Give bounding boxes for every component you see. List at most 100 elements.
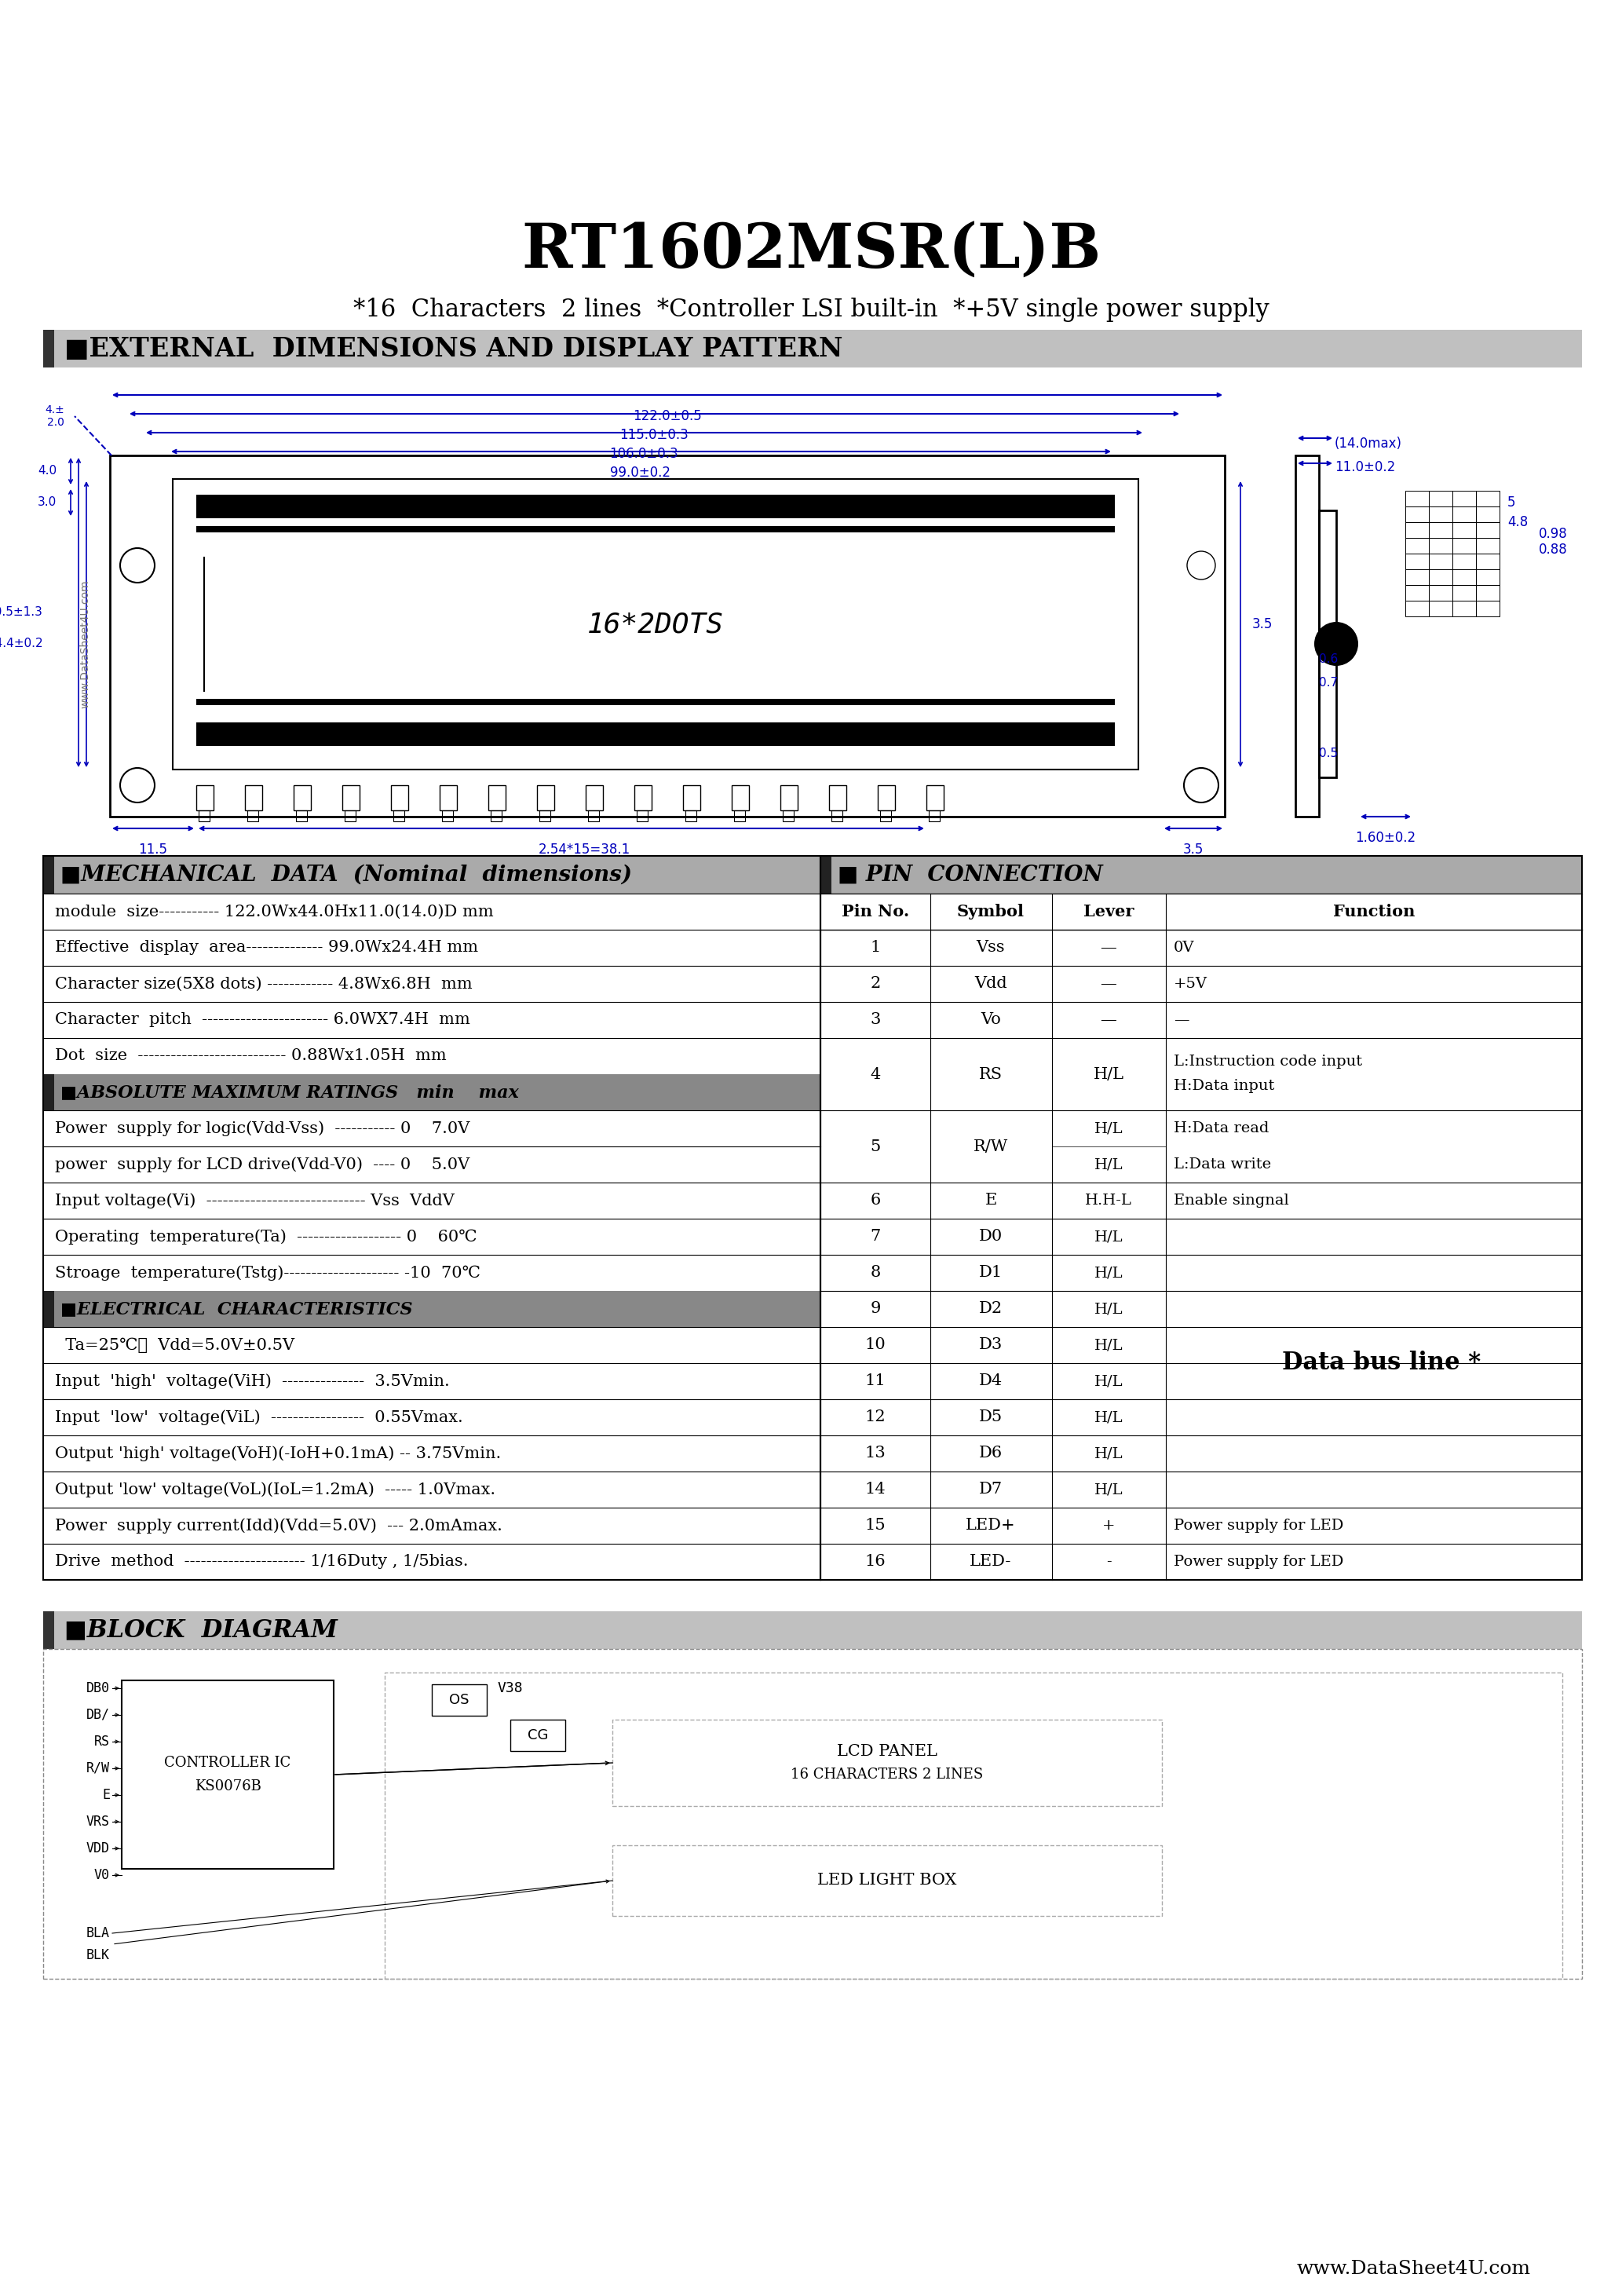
Text: *16  Characters  2 lines  *Controller LSI built-in  *+5V single power supply: *16 Characters 2 lines *Controller LSI b… — [354, 298, 1268, 321]
Text: 16*2DOTS: 16*2DOTS — [587, 611, 723, 638]
Text: VRS: VRS — [86, 1814, 110, 1830]
Bar — [683, 785, 701, 810]
Bar — [589, 810, 599, 822]
Text: Power supply for LED: Power supply for LED — [1174, 1518, 1343, 1534]
Text: Symbol: Symbol — [957, 905, 1025, 918]
Bar — [613, 1846, 1161, 1915]
Bar — [44, 1290, 821, 1327]
Bar — [196, 494, 1114, 519]
Text: Ta=25℃，  Vdd=5.0V±0.5V: Ta=25℃， Vdd=5.0V±0.5V — [55, 1339, 295, 1352]
Text: 16: 16 — [865, 1554, 886, 1568]
Bar — [735, 810, 744, 822]
Text: Stroage  temperature(Tstg)--------------------- -10  70℃: Stroage temperature(Tstg)---------------… — [55, 1265, 480, 1281]
Text: Character size(5X8 dots) ------------ 4.8Wx6.8H  mm: Character size(5X8 dots) ------------ 4.… — [55, 976, 472, 992]
Text: 1: 1 — [869, 941, 881, 955]
Text: Output 'high' voltage(VoH)(-IoH+0.1mA) -- 3.75Vmin.: Output 'high' voltage(VoH)(-IoH+0.1mA) -… — [55, 1446, 501, 1460]
Bar — [1452, 553, 1476, 569]
Bar — [440, 785, 457, 810]
Text: DB0: DB0 — [86, 1681, 110, 1694]
Bar — [1429, 602, 1452, 615]
Bar — [732, 785, 749, 810]
Text: module  size----------- 122.0Wx44.0Hx11.0(14.0)D mm: module size----------- 122.0Wx44.0Hx11.0… — [55, 905, 493, 918]
Bar — [44, 856, 821, 1580]
Text: ■ABSOLUTE MAXIMUM RATINGS   min    max: ■ABSOLUTE MAXIMUM RATINGS min max — [60, 1084, 519, 1100]
Text: (14.0max): (14.0max) — [1335, 436, 1401, 450]
Text: BLK: BLK — [86, 1947, 110, 1963]
Text: OS: OS — [449, 1692, 469, 1708]
Bar — [821, 856, 1581, 893]
Bar — [613, 1720, 1161, 1807]
Bar — [1452, 491, 1476, 507]
Text: RS: RS — [94, 1733, 110, 1750]
Text: 4.0: 4.0 — [37, 466, 57, 478]
Bar — [537, 785, 555, 810]
Text: Drive  method  ---------------------- 1/16Duty , 1/5bias.: Drive method ---------------------- 1/16… — [55, 1554, 469, 1568]
Bar — [783, 810, 793, 822]
Bar — [1476, 602, 1499, 615]
Text: V0: V0 — [94, 1869, 110, 1883]
Bar — [1405, 507, 1429, 521]
Text: Vdd: Vdd — [975, 976, 1007, 992]
Text: LED-: LED- — [970, 1554, 1012, 1568]
Bar — [294, 785, 311, 810]
Bar — [431, 1685, 487, 1715]
Text: H/L: H/L — [1095, 1302, 1122, 1316]
Text: 1.60±0.2: 1.60±0.2 — [1356, 831, 1416, 845]
Text: H/L: H/L — [1095, 1120, 1122, 1137]
Text: +5V: +5V — [1174, 976, 1207, 992]
Text: —: — — [1100, 976, 1116, 992]
Text: power  supply for LCD drive(Vdd-V0)  ---- 0    5.0V: power supply for LCD drive(Vdd-V0) ---- … — [55, 1157, 470, 1173]
Text: 16 CHARACTERS 2 LINES: 16 CHARACTERS 2 LINES — [792, 1768, 983, 1782]
Text: H/L: H/L — [1095, 1373, 1122, 1389]
Text: H/L: H/L — [1095, 1265, 1122, 1279]
Text: LED LIGHT BOX: LED LIGHT BOX — [817, 1874, 957, 1887]
Text: 24.4±0.2: 24.4±0.2 — [0, 638, 44, 650]
Bar — [821, 856, 1581, 1580]
Text: ■ELECTRICAL  CHARACTERISTICS: ■ELECTRICAL CHARACTERISTICS — [60, 1300, 412, 1318]
Text: Input voltage(Vi)  ----------------------------- Vss  VddV: Input voltage(Vi) ----------------------… — [55, 1194, 454, 1208]
Text: 9: 9 — [869, 1302, 881, 1316]
Text: 0V: 0V — [1174, 941, 1194, 955]
Bar — [198, 810, 209, 822]
Text: 4.±
2.0: 4.± 2.0 — [45, 404, 65, 427]
Bar — [1452, 507, 1476, 521]
Bar — [488, 785, 506, 810]
Text: 13: 13 — [865, 1446, 886, 1460]
Text: Vss: Vss — [976, 941, 1006, 955]
Bar — [245, 785, 263, 810]
Bar — [1452, 521, 1476, 537]
Text: D3: D3 — [980, 1339, 1002, 1352]
Bar — [1405, 553, 1429, 569]
Bar — [196, 698, 1114, 705]
Bar — [1452, 602, 1476, 615]
Text: —: — — [1174, 1013, 1189, 1026]
Text: www.DataSheet4U.com: www.DataSheet4U.com — [79, 579, 91, 707]
Text: Effective  display  area-------------- 99.0Wx24.4H mm: Effective display area-------------- 99.… — [55, 941, 478, 955]
Bar — [1405, 569, 1429, 585]
Text: Dot  size  --------------------------- 0.88Wx1.05H  mm: Dot size --------------------------- 0.8… — [55, 1049, 446, 1063]
Text: Data bus line *: Data bus line * — [1283, 1350, 1481, 1375]
Bar — [110, 455, 1225, 817]
Text: Pin No.: Pin No. — [842, 905, 910, 918]
Bar — [780, 785, 798, 810]
Bar — [443, 810, 453, 822]
Text: H.H-L: H.H-L — [1085, 1194, 1132, 1208]
Text: 11.5: 11.5 — [138, 843, 167, 856]
Bar — [44, 1290, 54, 1327]
Text: ■BLOCK  DIAGRAM: ■BLOCK DIAGRAM — [65, 1619, 337, 1642]
Text: D0: D0 — [980, 1228, 1002, 1244]
Text: 7: 7 — [869, 1228, 881, 1244]
Bar — [634, 785, 652, 810]
Text: ■EXTERNAL  DIMENSIONS AND DISPLAY PATTERN: ■EXTERNAL DIMENSIONS AND DISPLAY PATTERN — [65, 335, 843, 360]
Bar — [44, 856, 54, 893]
Text: RS: RS — [980, 1068, 1002, 1081]
Text: 5: 5 — [1507, 496, 1515, 510]
Text: R/W: R/W — [86, 1761, 110, 1775]
Text: D2: D2 — [980, 1302, 1002, 1316]
Text: R/W: R/W — [973, 1139, 1009, 1155]
Text: 3.5: 3.5 — [1182, 843, 1204, 856]
Text: Function: Function — [1333, 905, 1414, 918]
Text: H/L: H/L — [1095, 1157, 1122, 1171]
Text: 0.6: 0.6 — [1319, 654, 1338, 666]
Bar — [1429, 491, 1452, 507]
